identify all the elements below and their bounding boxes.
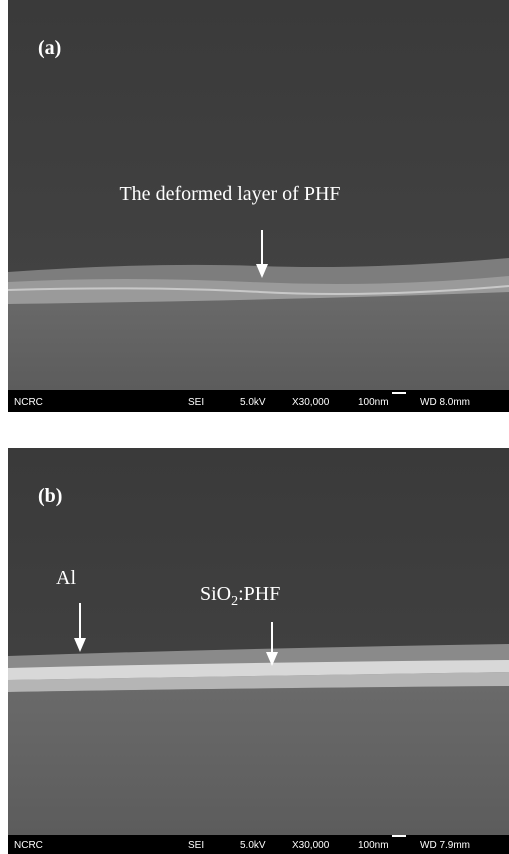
annotation: The deformed layer of PHF bbox=[119, 183, 340, 205]
substrate bbox=[8, 686, 509, 835]
panel-label: (b) bbox=[38, 485, 62, 507]
magnification: X30,000 bbox=[292, 840, 330, 851]
page: (a) The deformed layer of PHF NCRC SEI 5.0… bbox=[0, 0, 509, 854]
working-distance: WD 8.0mm bbox=[420, 397, 470, 408]
scale: 100nm bbox=[358, 840, 389, 851]
text: SiO bbox=[200, 583, 231, 605]
subscript: 2 bbox=[231, 594, 238, 609]
voltage: 5.0kV bbox=[240, 397, 266, 408]
figure: (a) The deformed layer of PHF NCRC SEI 5.0… bbox=[0, 0, 509, 854]
panel-a: (a) The deformed layer of PHF NCRC SEI 5.0… bbox=[8, 0, 509, 412]
annotation: Al bbox=[56, 567, 76, 589]
scale: 100nm bbox=[358, 397, 389, 408]
detector: SEI bbox=[188, 840, 204, 851]
instrument: NCRC bbox=[14, 397, 43, 408]
magnification: X30,000 bbox=[292, 397, 330, 408]
instrument: NCRC bbox=[14, 840, 43, 851]
substrate bbox=[8, 292, 509, 390]
panel-label: (a) bbox=[38, 37, 61, 59]
detector: SEI bbox=[188, 397, 204, 408]
text: :PHF bbox=[238, 583, 280, 605]
panel-b: (b) Al SiO2:PHF NCRC SEI 5.0kV X30,000 100nm… bbox=[8, 448, 509, 854]
working-distance: WD 7.9mm bbox=[420, 840, 470, 851]
voltage: 5.0kV bbox=[240, 840, 266, 851]
